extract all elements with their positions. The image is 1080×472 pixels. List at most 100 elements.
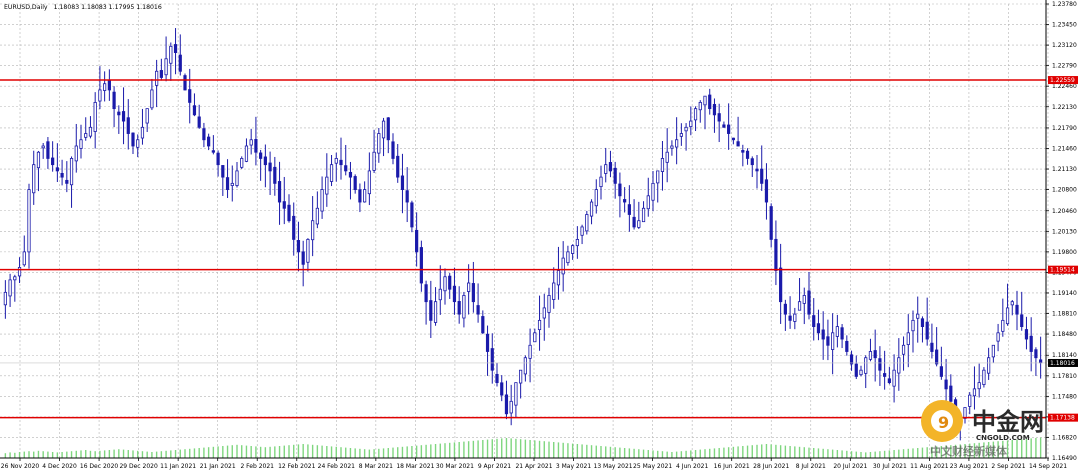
candle-body [812,315,816,327]
candle-body [1001,319,1005,332]
y-tick-label: 1.22790 [1052,63,1077,70]
candle-body [126,117,130,134]
candle-body [1039,359,1043,364]
candle-body [641,207,646,223]
candle-body [301,251,305,265]
candle-body [22,251,26,266]
candle-body [377,133,381,154]
x-tick-label: 30 Mar 2021 [436,463,474,470]
candle-body [490,348,494,371]
candle-body [821,329,825,340]
candle-body [1034,349,1038,359]
y-tick-label: 1.20460 [1052,208,1077,215]
y-tick-label: 1.21130 [1052,166,1077,173]
candle-body [254,138,258,153]
candle-body [495,373,499,384]
horizontal-levels[interactable] [0,79,1046,419]
candle-body [292,215,296,240]
candle-body [774,238,778,271]
candle-body [972,388,977,397]
candle-body [845,340,849,352]
candle-body [103,83,107,91]
candle-body [202,128,206,141]
y-tick-label: 1.23780 [1052,1,1077,8]
candle-body [854,363,858,377]
candle-body [925,321,929,340]
candle-body [467,282,471,292]
candle-body [117,111,121,116]
candle-body [325,176,329,195]
candle-body [519,369,523,384]
candle-body [552,282,556,300]
candle-body [632,216,636,228]
candle-body [556,270,561,286]
y-tick-label: 1.21460 [1052,145,1077,152]
candle-body [259,152,263,159]
cngold-watermark: 9 中金网 CNGOLD.COM 中文财经新媒体 [921,400,1044,458]
candle-body [145,108,149,124]
candle-body [211,150,215,153]
candle-body [561,257,565,275]
candle-body [448,275,452,290]
candle-body [991,344,995,358]
candle-body [235,170,239,186]
x-tick-label: 29 Dec 2020 [119,463,158,470]
level-badge-label: 1.17138 [1050,415,1075,422]
candle-body [429,300,433,321]
candle-body [183,75,187,91]
candle-body [348,171,353,178]
candle-body [112,91,116,110]
candle-body [60,173,64,178]
candle-body [802,295,806,304]
candle-body [911,319,915,332]
candle-body [41,145,45,149]
candle-body [363,189,367,203]
candle-body [916,313,920,319]
watermark-domain: CNGOLD.COM [976,434,1030,442]
candle-body [178,54,182,72]
candle-body [79,139,83,149]
symbol-label: EURUSD,Daily [4,4,48,11]
last-price-badge [1048,358,1078,367]
candle-body [169,45,173,64]
candle-body [207,136,211,147]
candle-body [244,145,249,162]
x-tick-label: 30 Jul 2021 [873,463,907,470]
candle-body [386,117,390,141]
chart-header: EURUSD,Daily 1.18083 1.18083 1.17995 1.1… [4,4,162,11]
candle-body [793,313,797,322]
x-tick-label: 11 Aug 2021 [910,463,949,470]
candle-body [504,394,509,415]
candle-body [764,179,769,203]
candle-body [982,369,986,385]
candle-body [797,301,802,311]
candle-body [410,202,414,228]
candle-body [939,366,943,377]
candle-body [968,394,972,407]
price-axis: 1.23780 1.23450 1.23120 1.22790 1.22460 1.221… [1046,1,1077,462]
candle-body [750,158,754,166]
candle-body [27,189,31,253]
candle-body [892,369,896,387]
y-tick-label: 1.23120 [1052,42,1077,49]
y-tick-label: 1.22130 [1052,104,1077,111]
candle-body [263,156,267,166]
candle-body [457,301,461,315]
y-tick-label: 1.18810 [1052,311,1077,318]
candle-body [656,170,660,184]
x-tick-label: 4 Jun 2021 [676,463,708,470]
candle-body [225,177,230,190]
candle-body [1010,301,1014,306]
y-tick-label: 1.23450 [1052,22,1077,29]
candle-body [712,104,717,116]
candle-body [230,182,234,186]
candle-body [887,378,891,384]
candle-body [315,207,319,225]
candle-body [32,164,36,194]
candle-body [481,316,485,334]
candle-body [859,369,863,376]
candle-body [571,245,575,254]
time-axis: 26 Nov 2020 4 Dec 2020 16 Dec 2020 29 Dec 2… [1,458,1067,470]
price-badges: 1.22559 1.19514 1.17138 1.18016 [1048,76,1078,422]
